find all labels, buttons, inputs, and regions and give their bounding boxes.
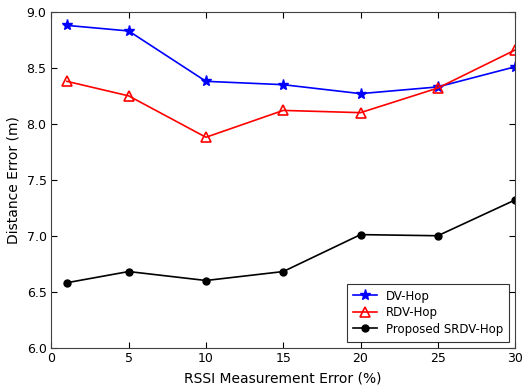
DV-Hop (280, 82, 286, 87)
RDV-Hop (203, 135, 209, 140)
Line: RDV-Hop: RDV-Hop (62, 45, 520, 142)
Proposed SRDV-Hop (280, 269, 286, 274)
Proposed SRDV-Hop (203, 278, 209, 283)
Y-axis label: Distance Error (m): Distance Error (m) (7, 116, 21, 244)
DV-Hop (357, 91, 364, 96)
Proposed SRDV-Hop (357, 232, 364, 237)
Proposed SRDV-Hop (512, 198, 518, 202)
DV-Hop (435, 85, 441, 89)
Legend: DV-Hop, RDV-Hop, Proposed SRDV-Hop: DV-Hop, RDV-Hop, Proposed SRDV-Hop (347, 284, 509, 342)
DV-Hop (512, 64, 518, 69)
DV-Hop (203, 79, 209, 83)
X-axis label: RSSI Measurement Error (%): RSSI Measurement Error (%) (184, 371, 382, 385)
Proposed SRDV-Hop (126, 269, 132, 274)
RDV-Hop (512, 48, 518, 53)
Line: Proposed SRDV-Hop: Proposed SRDV-Hop (64, 196, 518, 286)
RDV-Hop (280, 108, 286, 113)
RDV-Hop (435, 86, 441, 91)
Line: DV-Hop: DV-Hop (61, 20, 520, 99)
Proposed SRDV-Hop (64, 280, 70, 285)
DV-Hop (64, 23, 70, 28)
RDV-Hop (64, 79, 70, 83)
DV-Hop (126, 29, 132, 33)
RDV-Hop (126, 94, 132, 98)
RDV-Hop (357, 110, 364, 115)
Proposed SRDV-Hop (435, 233, 441, 238)
